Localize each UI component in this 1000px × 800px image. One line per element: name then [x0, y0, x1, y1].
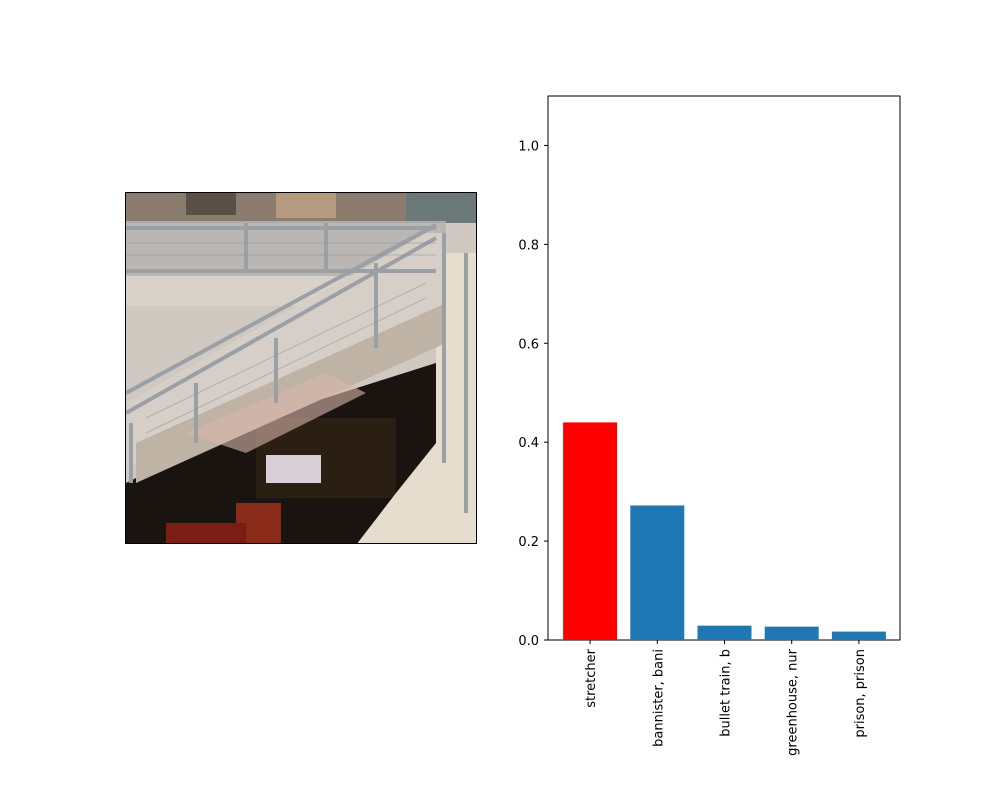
x-tick-label: prison, prison — [853, 649, 868, 738]
bar-3 — [764, 626, 819, 640]
bar-2 — [697, 625, 752, 640]
x-tick-label: bannister, bani — [651, 649, 666, 747]
y-tick-label: 1.0 — [518, 139, 539, 154]
x-tick-label: stretcher — [584, 648, 599, 707]
y-tick-label: 0.6 — [518, 337, 539, 352]
x-tick-label: greenhouse, nur — [786, 648, 801, 755]
x-tick-label: bullet train, b — [719, 649, 734, 737]
bar-0 — [563, 422, 618, 640]
staircase-photo — [126, 193, 476, 543]
y-tick-label: 0.0 — [518, 634, 539, 649]
bar-1 — [630, 505, 685, 640]
input-image — [125, 192, 477, 544]
bar-4 — [831, 631, 886, 640]
y-tick-label: 0.8 — [518, 238, 539, 253]
y-tick-label: 0.4 — [518, 436, 539, 451]
y-tick-label: 0.2 — [518, 535, 539, 550]
